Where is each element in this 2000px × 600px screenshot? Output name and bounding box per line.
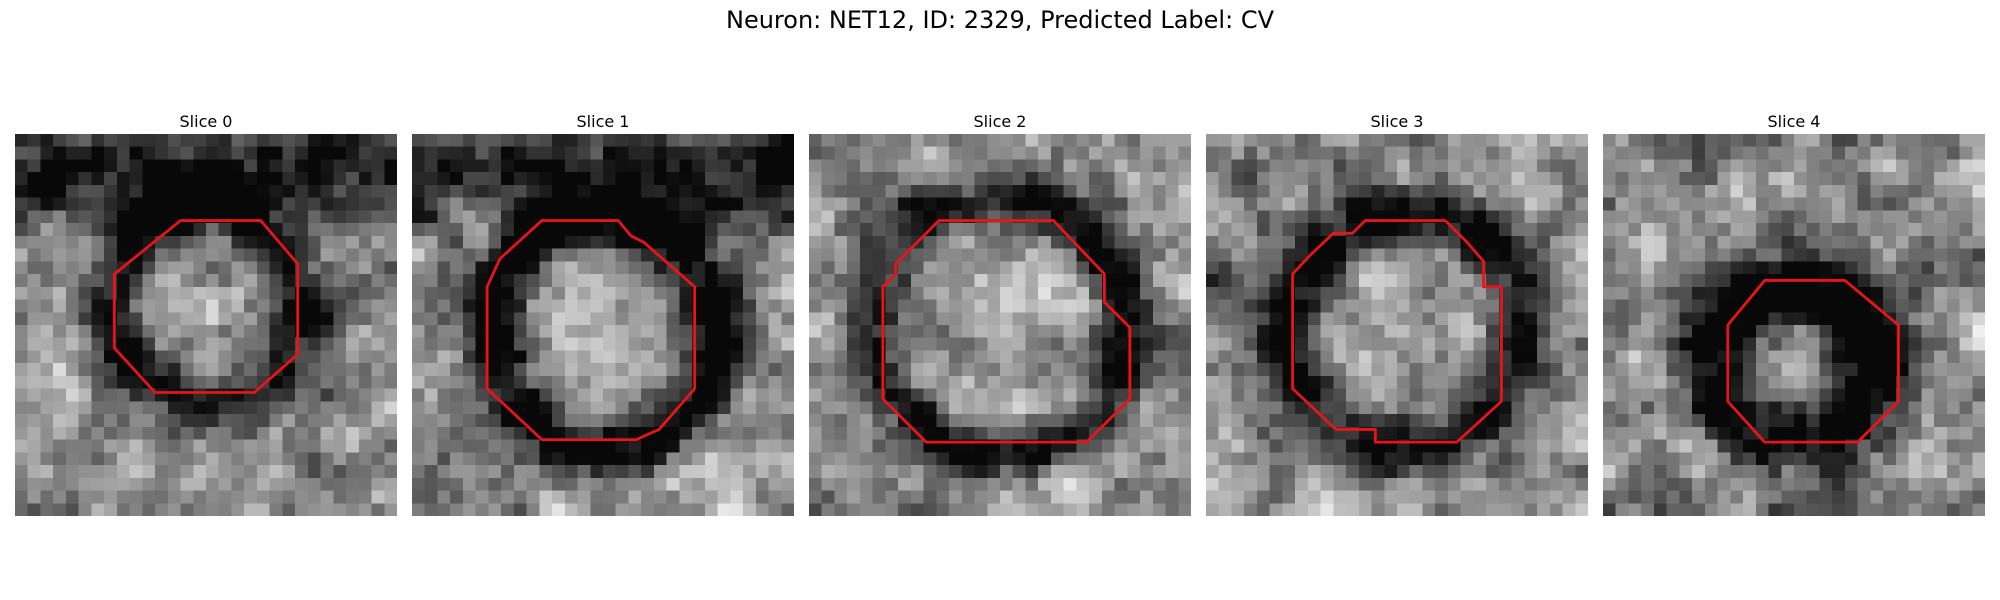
slice-panel: Slice 0 xyxy=(15,112,397,516)
slice-image xyxy=(412,134,794,516)
slice-image xyxy=(1206,134,1588,516)
slice-title: Slice 0 xyxy=(179,112,233,131)
roi-contour xyxy=(112,219,300,394)
slice-title: Slice 1 xyxy=(576,112,630,131)
slice-title: Slice 2 xyxy=(973,112,1027,131)
roi-contour xyxy=(1726,279,1900,444)
slice-image xyxy=(15,134,397,516)
slice-title: Slice 3 xyxy=(1370,112,1424,131)
roi-contour xyxy=(881,219,1132,444)
roi-contour xyxy=(1291,219,1503,444)
slice-image xyxy=(1603,134,1985,516)
slice-title: Slice 4 xyxy=(1767,112,1821,131)
slice-panel: Slice 4 xyxy=(1603,112,1985,516)
roi-contour xyxy=(485,219,697,442)
slice-panel: Slice 1 xyxy=(412,112,794,516)
slice-image xyxy=(809,134,1191,516)
figure-title: Neuron: NET12, ID: 2329, Predicted Label… xyxy=(726,6,1274,34)
slice-panel: Slice 2 xyxy=(809,112,1191,516)
slice-panel: Slice 3 xyxy=(1206,112,1588,516)
